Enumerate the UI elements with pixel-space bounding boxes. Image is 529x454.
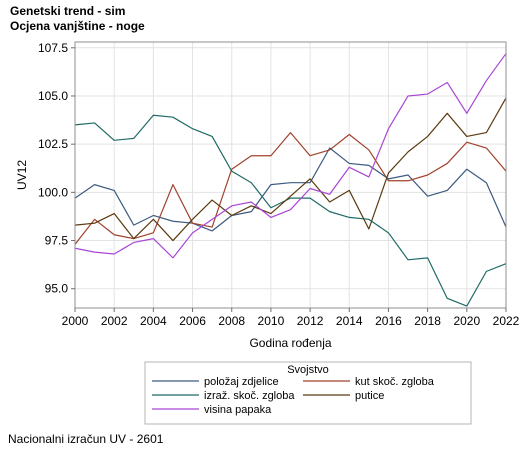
x-tick-label: 2020 bbox=[453, 314, 480, 328]
footer-note: Nacionalni izračun UV - 2601 bbox=[8, 432, 164, 446]
legend-item-5: visina papaka bbox=[152, 404, 272, 416]
x-tick-label: 2008 bbox=[218, 314, 245, 328]
legend-label: visina papaka bbox=[204, 404, 272, 416]
grid-lines bbox=[74, 42, 507, 308]
x-tick-label: 2018 bbox=[414, 314, 441, 328]
legend-item-1: položaj zdjelice bbox=[152, 376, 279, 388]
chart-title: Genetski trend - sim bbox=[10, 4, 126, 18]
legend-item-2: kut skoč. zgloba bbox=[303, 376, 435, 388]
title-block: Genetski trend - sim Ocjena vanjštine - … bbox=[10, 4, 145, 34]
y-tick-label: 100.0 bbox=[38, 185, 68, 199]
legend-box bbox=[144, 361, 472, 425]
legend-label: kut skoč. zgloba bbox=[355, 376, 435, 388]
x-tick-label: 2010 bbox=[258, 314, 285, 328]
legend-label: izraž. skoč. zgloba bbox=[204, 390, 295, 402]
series-line-3 bbox=[74, 114, 507, 307]
series-line-5 bbox=[74, 53, 507, 259]
chart-subtitle: Ocjena vanjštine - noge bbox=[10, 19, 145, 33]
legend-item-3: izraž. skoč. zgloba bbox=[152, 390, 295, 402]
x-tick-label: 2006 bbox=[179, 314, 206, 328]
legend-item-4: putice bbox=[303, 390, 384, 402]
series-line-2 bbox=[74, 131, 507, 245]
legend-label: položaj zdjelice bbox=[204, 376, 279, 388]
y-axis-ticks: 95.0 97.5 100.0 102.5 105.0 107.5 bbox=[38, 41, 75, 296]
x-tick-label: 2002 bbox=[101, 314, 128, 328]
x-tick-label: 2004 bbox=[140, 314, 167, 328]
y-tick-label: 97.5 bbox=[45, 234, 69, 248]
y-tick-label: 105.0 bbox=[38, 89, 68, 103]
x-axis-ticks: 2000 2002 2004 2006 2008 2010 2012 2014 2016 2018… bbox=[62, 308, 520, 328]
plot-frame bbox=[74, 41, 507, 309]
y-axis-label: UV12 bbox=[15, 160, 29, 190]
legend-label: putice bbox=[355, 390, 384, 402]
series-line-4 bbox=[74, 97, 507, 242]
legend-items: položaj zdjelice kut skoč. zgloba izraž. s… bbox=[152, 376, 435, 416]
x-tick-label: 2012 bbox=[297, 314, 324, 328]
x-tick-label: 2014 bbox=[336, 314, 363, 328]
legend: Svojstvo položaj zdjelice kut skoč. zglob… bbox=[144, 361, 472, 425]
x-axis-label: Godina rođenja bbox=[249, 336, 331, 350]
legend-title: Svojstvo bbox=[287, 364, 329, 376]
x-tick-label: 2000 bbox=[62, 314, 89, 328]
y-tick-label: 95.0 bbox=[45, 282, 69, 296]
series-line-1 bbox=[74, 147, 507, 232]
y-tick-label: 102.5 bbox=[38, 137, 68, 151]
series-lines bbox=[74, 53, 507, 307]
y-tick-label: 107.5 bbox=[38, 41, 68, 55]
x-tick-label: 2016 bbox=[375, 314, 402, 328]
x-tick-label: 2022 bbox=[493, 314, 520, 328]
